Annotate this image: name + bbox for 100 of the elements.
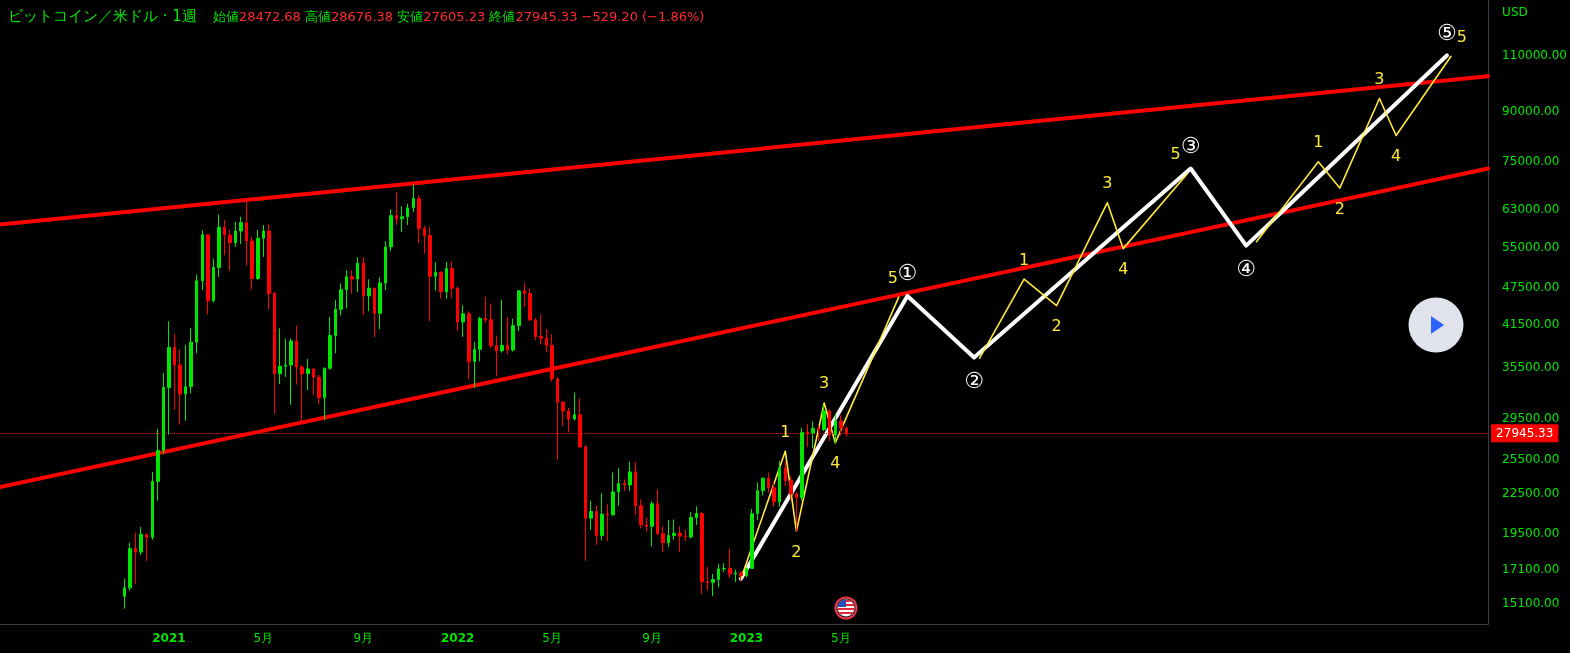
candlestick — [728, 548, 732, 579]
y-tick-label: 110000.00 — [1502, 48, 1568, 63]
candlestick — [417, 194, 421, 244]
candlestick — [128, 542, 132, 592]
candlestick — [739, 570, 743, 581]
x-tick-label: 2023 — [729, 631, 764, 645]
candlestick — [478, 316, 482, 362]
annotation: 5 — [1170, 144, 1181, 163]
candlestick — [795, 491, 798, 533]
candlestick — [389, 209, 393, 252]
annotation: 3 — [1374, 69, 1385, 89]
candlestick — [456, 285, 459, 332]
candlestick — [406, 203, 409, 226]
candlestick — [134, 532, 137, 585]
candlestick — [589, 500, 593, 531]
y-tick-label: 15100.00 — [1502, 596, 1560, 611]
x-tick-label: 2022 — [440, 631, 475, 645]
candlestick — [189, 327, 193, 394]
candlestick — [162, 372, 165, 455]
candlestick — [278, 327, 282, 385]
candlestick — [756, 481, 759, 521]
candlestick — [573, 392, 576, 421]
candlestick — [412, 183, 415, 213]
candlestick — [178, 348, 182, 426]
candlestick — [384, 240, 387, 291]
candlestick — [584, 444, 587, 562]
candlestick — [395, 191, 398, 226]
annotation: 3 — [819, 373, 830, 393]
candlestick — [611, 471, 615, 516]
x-tick-label: 9月 — [353, 631, 374, 645]
candlestick — [784, 460, 787, 487]
candlestick — [256, 229, 260, 281]
candlestick — [500, 299, 504, 354]
candlestick — [201, 229, 204, 291]
x-tick-label: 2021 — [152, 631, 186, 645]
candlestick — [461, 304, 465, 338]
candlestick — [772, 481, 776, 508]
candlestick — [473, 341, 476, 389]
annotation: ⑤ — [1436, 19, 1457, 45]
annotation: 5 — [1456, 26, 1467, 46]
candlestick — [184, 344, 187, 422]
candlestick — [312, 367, 315, 396]
annotation: 1 — [1018, 249, 1030, 269]
candlestick — [467, 310, 471, 380]
line-series — [740, 296, 900, 580]
candlestick — [834, 413, 837, 444]
candlestick — [356, 256, 359, 293]
candlestick — [300, 364, 304, 425]
candlestick — [534, 317, 537, 341]
candlestick — [167, 320, 171, 436]
y-tick-label: 63000.00 — [1502, 202, 1560, 217]
text: ビットコイン／米ドル · 1週 — [8, 7, 197, 25]
candlestick — [678, 525, 682, 553]
candlestick — [317, 373, 321, 405]
annotation: ④ — [1236, 256, 1257, 282]
candlestick — [212, 258, 215, 303]
candlestick — [273, 291, 276, 415]
candlestick — [600, 492, 604, 541]
candlestick — [672, 518, 676, 541]
candlestick — [151, 471, 154, 541]
candlestick — [362, 256, 365, 316]
candlestick — [284, 338, 287, 378]
candlestick — [156, 428, 160, 502]
annotation: ① — [897, 260, 918, 286]
ref-line-label: 27945.33 — [1496, 426, 1554, 441]
candlestick — [711, 573, 715, 597]
candlestick — [378, 276, 382, 330]
candlestick — [623, 478, 626, 492]
candlestick — [528, 288, 532, 321]
x-tick-label: 5月 — [542, 631, 562, 645]
candlestick — [523, 282, 526, 308]
candlestick — [695, 505, 698, 526]
candlestick — [617, 467, 620, 507]
line-series — [738, 53, 1449, 581]
candlestick — [745, 566, 748, 579]
candlestick — [223, 219, 226, 256]
candlestick — [628, 461, 632, 492]
candlestick — [323, 367, 326, 421]
candlestick — [445, 261, 448, 300]
text: 始値28472.68 高値28676.38 安値27605.23 終値27945.33 −529.20 (−1.86%) — [212, 9, 705, 24]
candlestick — [634, 461, 637, 516]
candlestick — [517, 289, 521, 332]
y-tick-label: 19500.00 — [1502, 525, 1560, 540]
annotation: 5 — [887, 267, 898, 287]
y-tick-label: 35500.00 — [1502, 360, 1560, 375]
candlestick — [761, 477, 765, 497]
y-tick-label: 17100.00 — [1502, 561, 1560, 576]
candlestick — [173, 333, 176, 411]
y-tick-label: 41500.00 — [1502, 317, 1560, 332]
candlestick — [195, 274, 198, 354]
candlestick — [123, 578, 126, 610]
candlestick — [789, 476, 793, 501]
candlestick — [811, 420, 815, 449]
x-tick-label: 9月 — [642, 631, 662, 645]
candlestick — [550, 333, 554, 383]
candlestick — [734, 569, 737, 583]
annotation: 4 — [1118, 259, 1129, 279]
y-tick-label: 75000.00 — [1502, 154, 1560, 169]
candlestick — [400, 205, 404, 233]
annotation: 2 — [791, 541, 802, 561]
